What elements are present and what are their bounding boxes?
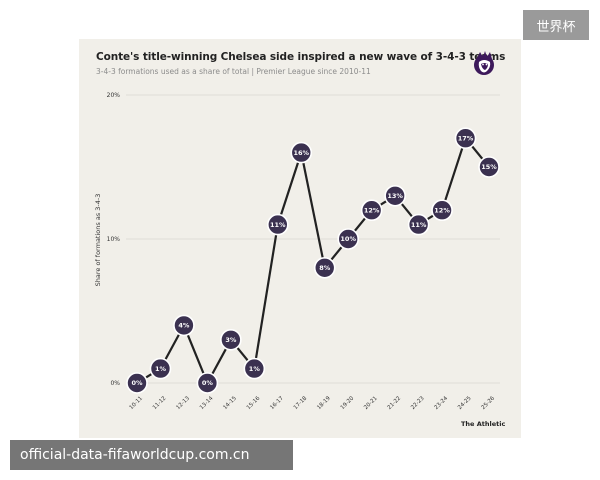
x-tick-label: 19-20	[340, 395, 356, 411]
data-label: 10%	[340, 235, 356, 243]
watermark-top-right: 世界杯	[523, 10, 589, 40]
x-tick-label: 24-25	[457, 395, 473, 411]
data-point	[266, 213, 289, 236]
watermark-url[interactable]: official-data-fifaworldcup.com.cn	[10, 440, 293, 470]
data-label: 4%	[178, 322, 190, 330]
y-tick-label: 10%	[107, 236, 121, 243]
y-tick-label: 20%	[107, 92, 121, 99]
data-label: 1%	[155, 365, 167, 373]
data-point	[149, 357, 172, 380]
data-point	[196, 372, 219, 394]
x-tick-label: 25-26	[481, 395, 497, 411]
x-tick-label: 23-24	[434, 395, 450, 411]
data-label: 11%	[270, 221, 286, 229]
data-point	[384, 185, 406, 207]
data-label: 16%	[293, 149, 309, 157]
data-point	[313, 256, 336, 279]
data-label: 15%	[481, 163, 497, 171]
data-label: 1%	[249, 365, 261, 373]
data-point	[290, 141, 313, 164]
data-point	[407, 213, 430, 236]
data-point	[360, 199, 383, 221]
x-tick-label: 22-23	[410, 395, 426, 411]
data-label: 3%	[225, 336, 237, 344]
premier-league-lion-icon	[474, 51, 494, 75]
data-point	[431, 199, 453, 221]
data-point	[220, 328, 242, 351]
data-label: 0%	[131, 379, 143, 387]
data-point	[126, 372, 148, 394]
data-label: 0%	[202, 379, 214, 387]
source-credit: The Athletic	[461, 420, 506, 428]
x-tick-label: 12-13	[175, 395, 191, 411]
x-tick-label: 21-22	[387, 396, 403, 412]
data-label: 17%	[458, 134, 474, 142]
x-tick-label: 17-18	[293, 395, 309, 411]
x-tick-label: 16-17	[269, 395, 285, 411]
x-tick-label: 11-12	[152, 396, 168, 412]
data-label: 13%	[387, 192, 403, 200]
chart-subtitle: 3-4-3 formations used as a share of tota…	[96, 67, 371, 76]
x-tick-label: 15-16	[246, 395, 262, 411]
data-point	[337, 228, 360, 250]
data-point	[478, 156, 500, 178]
data-point	[243, 357, 266, 380]
data-label: 12%	[434, 206, 450, 214]
x-tick-label: 18-19	[316, 395, 332, 411]
data-label: 8%	[319, 264, 331, 272]
data-point	[454, 127, 477, 149]
series-line	[136, 137, 490, 385]
x-tick-label: 20-21	[363, 396, 379, 412]
chart-title: Conte's title-winning Chelsea side inspi…	[96, 51, 506, 63]
data-label: 11%	[411, 221, 427, 229]
x-tick-label: 13-14	[199, 395, 215, 411]
data-label: 12%	[364, 206, 380, 214]
x-tick-label: 14-15	[222, 395, 238, 411]
data-point	[173, 314, 195, 337]
y-tick-label: 0%	[110, 380, 120, 387]
x-tick-label: 10-11	[129, 396, 145, 412]
